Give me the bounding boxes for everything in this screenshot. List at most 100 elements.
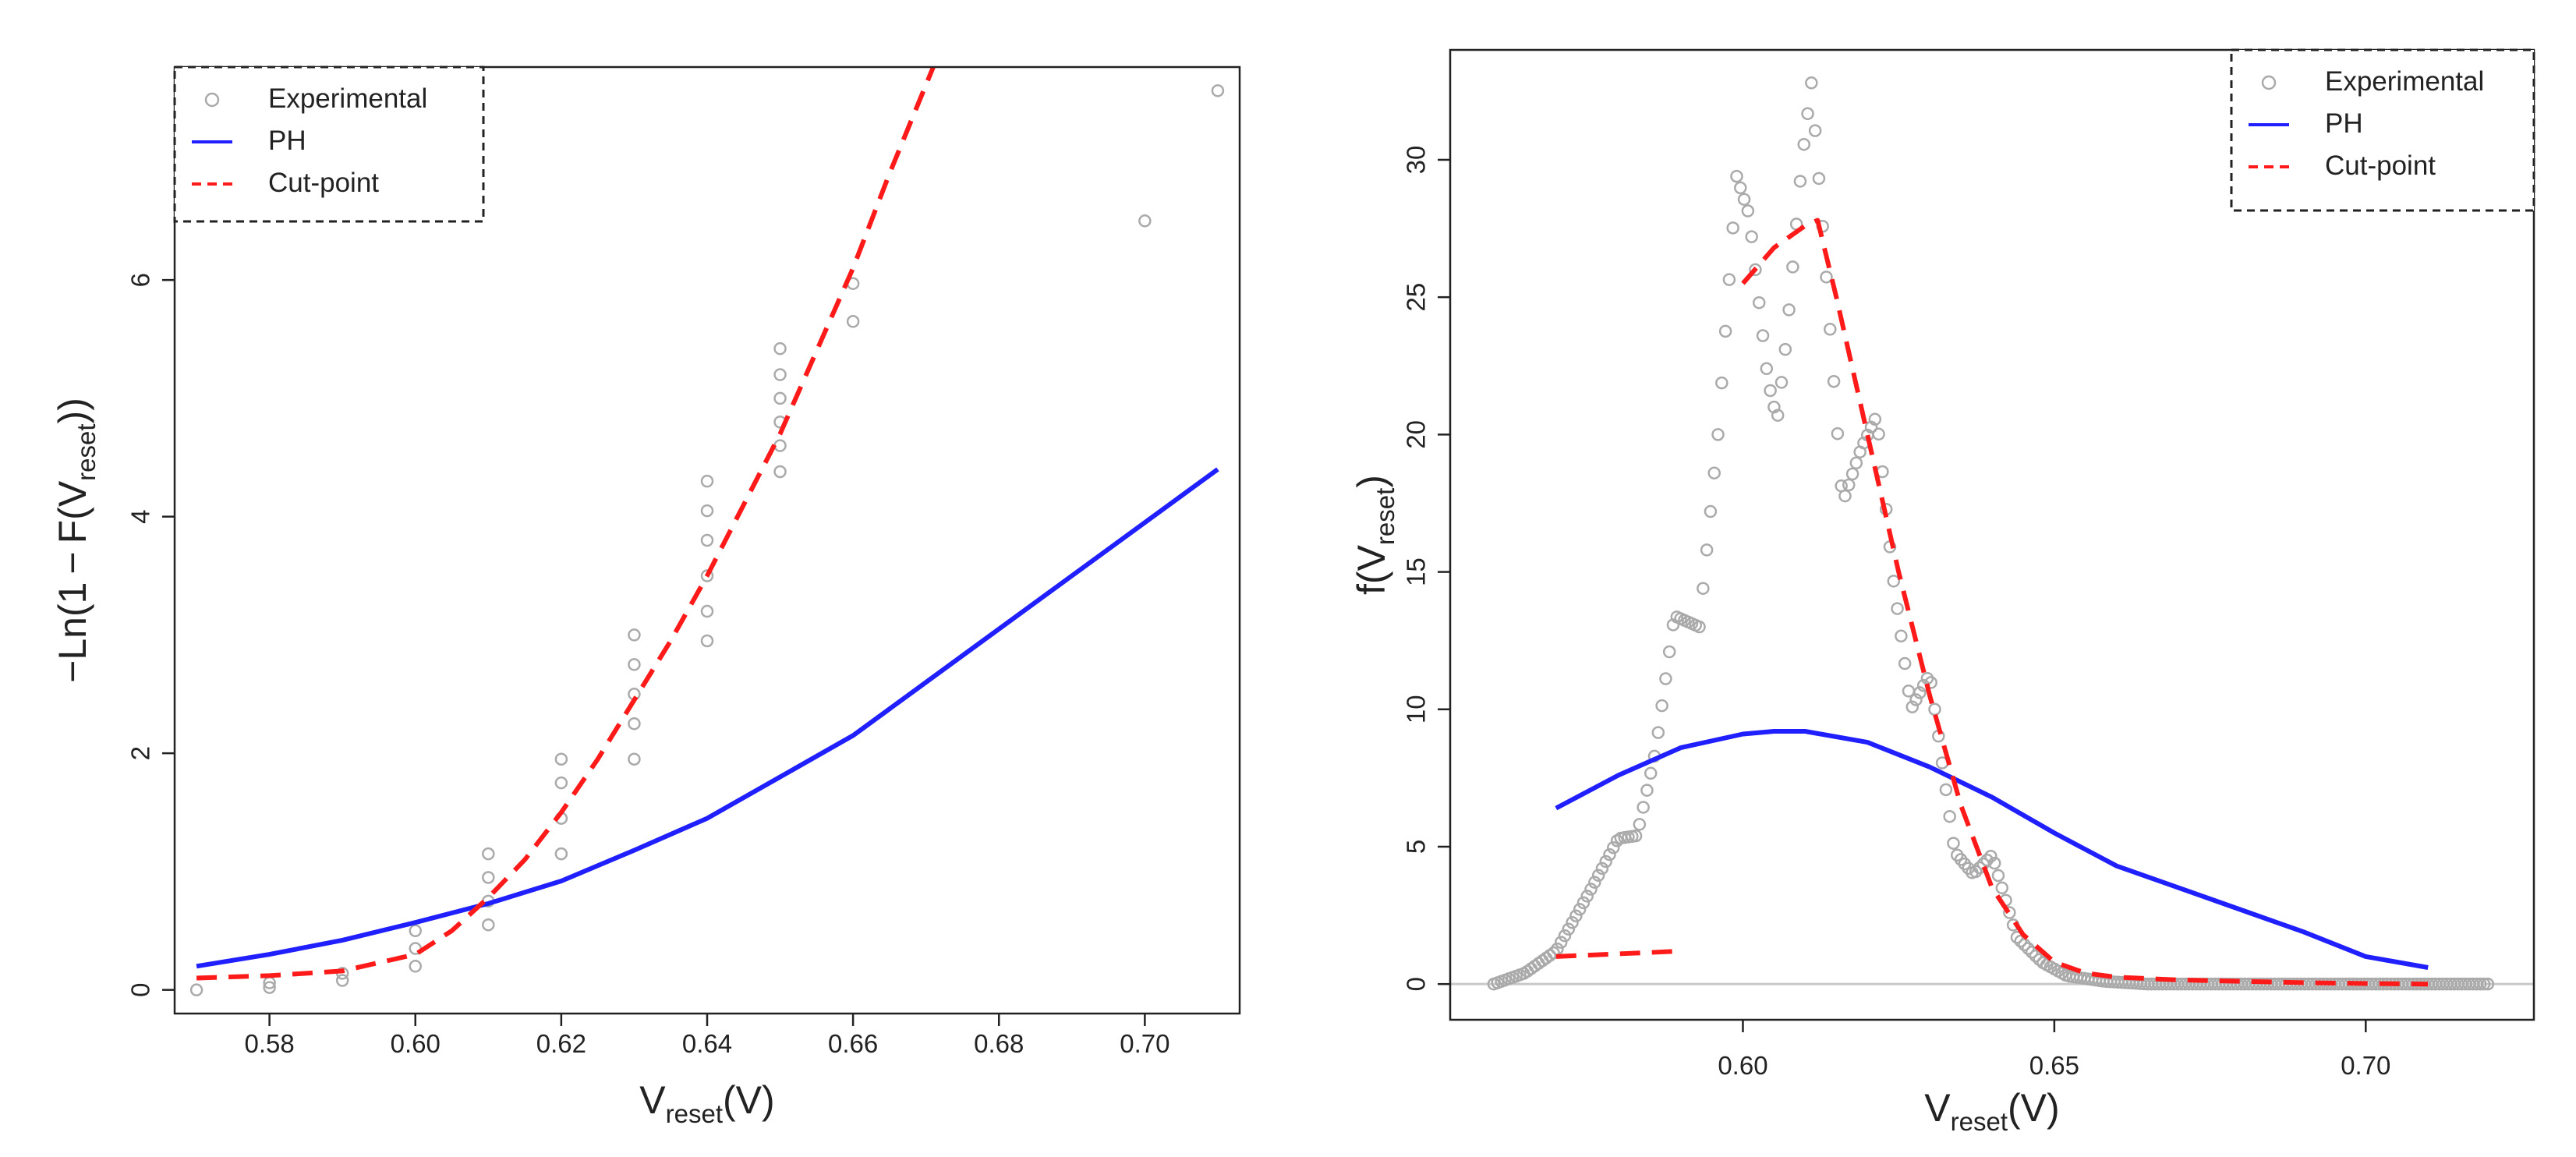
experimental-point — [1905, 700, 1919, 713]
experimental-point — [2474, 977, 2487, 991]
experimental-point — [1730, 169, 1743, 183]
y-tick-label: 0 — [1402, 977, 1431, 991]
experimental-point — [1211, 84, 1225, 97]
experimental-point — [409, 960, 423, 973]
experimental-point — [1711, 428, 1725, 441]
experimental-point — [1849, 456, 1863, 470]
experimental-point — [1764, 384, 1777, 398]
experimental-point — [2477, 977, 2491, 991]
experimental-point — [1651, 726, 1665, 739]
experimental-point — [1895, 629, 1908, 643]
y-axis-title-subscript: reset — [72, 423, 101, 480]
experimental-point — [1659, 672, 1672, 685]
experimental-point — [1786, 260, 1799, 274]
ph-line — [1555, 729, 2429, 970]
experimental-point — [2029, 949, 2043, 963]
experimental-point — [1947, 837, 1960, 850]
legend-label: PH — [268, 126, 306, 156]
experimental-point — [1887, 575, 1901, 588]
experimental-point — [1991, 869, 2005, 883]
experimental-point — [1655, 699, 1668, 713]
experimental-point — [1797, 137, 1810, 151]
experimental-point — [189, 983, 203, 996]
experimental-point — [700, 533, 714, 547]
experimental-point — [409, 924, 423, 938]
experimental-point — [700, 504, 714, 518]
y-tick-label: 5 — [1402, 840, 1431, 854]
legend-label: Experimental — [2325, 66, 2484, 97]
x-tick-label: 0.66 — [828, 1029, 878, 1058]
experimental-point — [1775, 376, 1789, 389]
cut-point-line — [1555, 948, 1681, 959]
experimental-point — [263, 981, 276, 994]
legend-circle-icon — [204, 92, 220, 108]
x-axis-title-unit: (V) — [723, 1078, 775, 1122]
cut-point-line — [196, 65, 936, 981]
experimental-point — [1718, 324, 1732, 338]
experimental-point — [1707, 466, 1721, 479]
experimental-point — [1891, 602, 1904, 615]
x-tick-label: 0.60 — [1718, 1051, 1767, 1080]
experimental-point — [1588, 876, 1601, 889]
experimental-point — [1842, 478, 1856, 492]
x-axis-title: Vreset(V) — [1924, 1086, 2059, 1136]
experimental-point — [1771, 409, 1785, 422]
experimental-point — [1722, 273, 1736, 286]
legend-item: Cut-point — [192, 168, 379, 198]
x-axis-title-main: V — [1924, 1086, 1951, 1130]
experimental-point — [1838, 489, 1852, 503]
experimental-point — [1629, 829, 1643, 843]
experimental-point — [628, 752, 641, 766]
experimental-point — [554, 752, 568, 766]
x-axis-title-subscript: reset — [1951, 1107, 2008, 1136]
experimental-point — [1872, 427, 1885, 441]
y-tick-label: 0 — [126, 982, 155, 996]
experimental-point — [2018, 938, 2031, 952]
experimental-point — [1805, 76, 1818, 90]
experimental-point — [1562, 922, 1576, 936]
experimental-point — [1898, 656, 1912, 670]
experimental-point — [846, 315, 860, 328]
x-axis-title: Vreset(V) — [639, 1078, 774, 1128]
experimental-point — [2003, 906, 2016, 919]
experimental-point — [628, 658, 641, 671]
x-tick-label: 0.70 — [2341, 1051, 2390, 1080]
y-axis-title-suffix: )) — [51, 398, 94, 423]
plot-border — [1449, 48, 2535, 1021]
x-axis-title-main: V — [639, 1078, 666, 1122]
legend-box — [2230, 48, 2535, 212]
y-tick-label: 20 — [1402, 420, 1431, 449]
legend-item: Experimental — [204, 83, 427, 114]
experimental-point — [1969, 865, 1983, 879]
legend-label: Cut-point — [2325, 150, 2436, 181]
experimental-point — [700, 569, 714, 582]
x-tick-label: 0.62 — [536, 1029, 586, 1058]
experimental-point — [1760, 362, 1774, 376]
experimental-point — [1778, 342, 1792, 356]
y-axis-title-prefix: f(V — [1350, 544, 1393, 595]
experimental-point — [2481, 977, 2495, 991]
experimental-point — [1558, 929, 1572, 943]
experimental-point — [2014, 934, 2027, 948]
experimental-point — [1984, 849, 1997, 863]
experimental-point — [1812, 172, 1826, 186]
experimental-point — [1599, 854, 1612, 869]
experimental-point — [554, 776, 568, 790]
y-tick-label: 15 — [1402, 557, 1431, 586]
experimental-point — [1640, 784, 1654, 797]
y-tick-label: 4 — [126, 509, 155, 523]
experimental-point — [1607, 841, 1620, 854]
experimental-point — [554, 847, 568, 861]
experimental-point — [1793, 175, 1807, 188]
series-group — [1487, 76, 2495, 991]
experimental-point — [1603, 847, 1616, 862]
experimental-point — [1939, 783, 1953, 797]
experimental-point — [1943, 809, 1956, 823]
y-tick-label: 10 — [1402, 695, 1431, 724]
experimental-point — [1928, 702, 1941, 716]
experimental-point — [1584, 883, 1598, 896]
x-tick-label: 0.70 — [1120, 1029, 1169, 1058]
experimental-point — [700, 634, 714, 648]
experimental-point — [1745, 230, 1758, 243]
